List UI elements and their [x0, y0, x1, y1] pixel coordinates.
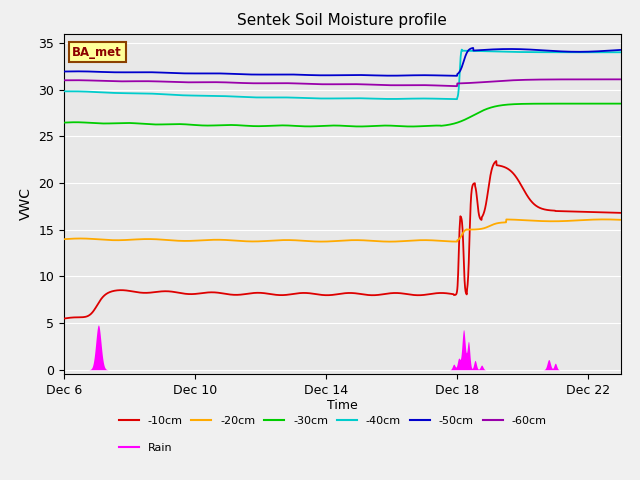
Legend: Rain: Rain — [114, 439, 177, 457]
Text: BA_met: BA_met — [72, 46, 122, 59]
X-axis label: Time: Time — [327, 398, 358, 411]
Y-axis label: VWC: VWC — [19, 188, 33, 220]
Title: Sentek Soil Moisture profile: Sentek Soil Moisture profile — [237, 13, 447, 28]
